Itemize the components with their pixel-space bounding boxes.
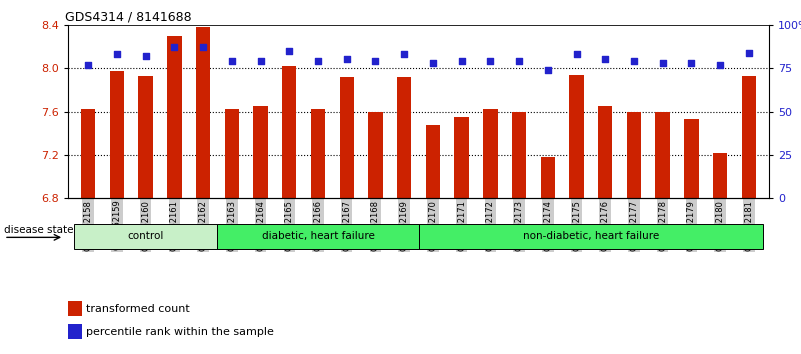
Bar <box>684 119 698 198</box>
Bar <box>425 125 440 198</box>
Bar <box>282 66 296 198</box>
Text: disease state: disease state <box>4 224 74 235</box>
Bar <box>340 77 354 198</box>
Point <box>139 53 152 59</box>
Bar <box>598 106 613 198</box>
FancyBboxPatch shape <box>74 224 217 249</box>
Point <box>197 45 210 50</box>
Point <box>685 60 698 66</box>
Point <box>398 51 411 57</box>
Bar <box>110 72 124 198</box>
Point <box>484 58 497 64</box>
Bar <box>655 112 670 198</box>
Text: non-diabetic, heart failure: non-diabetic, heart failure <box>523 231 659 241</box>
Text: percentile rank within the sample: percentile rank within the sample <box>87 326 274 337</box>
Bar <box>512 112 526 198</box>
Bar <box>224 109 239 198</box>
Point <box>599 57 612 62</box>
Bar <box>196 27 211 198</box>
Point <box>426 60 439 66</box>
Bar <box>368 112 383 198</box>
Point <box>570 51 583 57</box>
Bar <box>253 106 268 198</box>
Point <box>254 58 267 64</box>
Text: transformed count: transformed count <box>87 304 190 314</box>
Bar <box>713 153 727 198</box>
Point <box>513 58 525 64</box>
Point <box>82 62 95 68</box>
FancyBboxPatch shape <box>217 224 418 249</box>
Point <box>225 58 238 64</box>
Bar <box>139 76 153 198</box>
Bar <box>397 77 412 198</box>
Text: diabetic, heart failure: diabetic, heart failure <box>262 231 374 241</box>
Point <box>283 48 296 53</box>
Bar <box>68 301 83 316</box>
Point <box>111 51 123 57</box>
Point <box>369 58 382 64</box>
Text: GDS4314 / 8141688: GDS4314 / 8141688 <box>65 11 191 24</box>
Point <box>340 57 353 62</box>
Point <box>743 50 755 55</box>
Point <box>455 58 468 64</box>
FancyBboxPatch shape <box>418 224 763 249</box>
Text: control: control <box>127 231 164 241</box>
Bar <box>541 157 555 198</box>
Point <box>656 60 669 66</box>
Bar <box>626 112 641 198</box>
Point <box>541 67 554 73</box>
Point <box>627 58 640 64</box>
Bar <box>454 117 469 198</box>
Point <box>714 62 727 68</box>
Bar <box>742 76 756 198</box>
Point <box>168 45 181 50</box>
Bar <box>68 324 83 339</box>
Bar <box>81 109 95 198</box>
Point <box>312 58 324 64</box>
Bar <box>311 109 325 198</box>
Bar <box>570 75 584 198</box>
Bar <box>483 109 497 198</box>
Bar <box>167 36 182 198</box>
